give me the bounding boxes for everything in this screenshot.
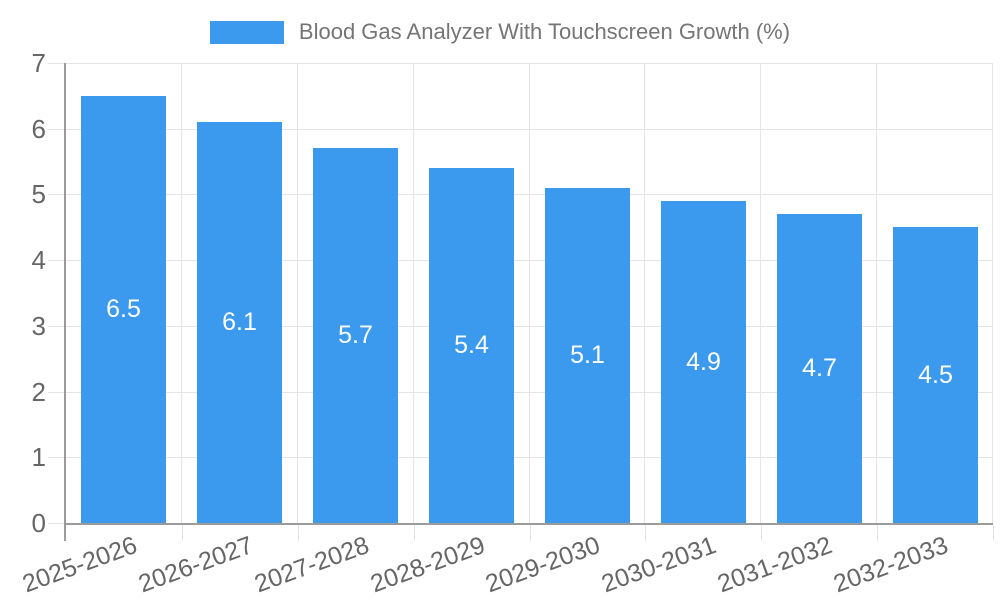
x-axis-label: 2026-2027 [135, 531, 258, 599]
v-gridline [413, 63, 414, 523]
x-tick [530, 525, 531, 541]
bar-value-label: 5.4 [454, 331, 489, 359]
plot-area: 6.5 6.1 5.7 5.4 5.1 4.9 4.7 4.5 [66, 63, 993, 523]
x-axis-label: 2032-2033 [830, 531, 953, 599]
y-tick [48, 523, 66, 524]
legend[interactable]: Blood Gas Analyzer With Touchscreen Grow… [0, 18, 1000, 46]
x-axis-line [66, 523, 993, 525]
bar[interactable]: 4.9 [661, 201, 746, 523]
bar-value-label: 6.5 [106, 295, 141, 323]
x-tick [182, 525, 183, 541]
v-gridline [876, 63, 877, 523]
x-tick [645, 525, 646, 541]
y-tick [48, 129, 66, 130]
bar-value-label: 5.7 [338, 321, 373, 349]
x-tick [414, 525, 415, 541]
y-axis-labels: 0 1 2 3 4 5 6 7 [0, 0, 46, 600]
bar[interactable]: 4.5 [893, 227, 978, 523]
y-axis-label: 5 [31, 179, 46, 209]
y-axis-label: 4 [31, 245, 46, 275]
v-gridline [181, 63, 182, 523]
bar[interactable]: 6.5 [81, 96, 166, 523]
v-gridline [644, 63, 645, 523]
bar-value-label: 4.7 [802, 354, 837, 382]
y-axis-label: 2 [31, 377, 46, 407]
y-axis-label: 1 [31, 442, 46, 472]
y-axis-label: 3 [31, 311, 46, 341]
y-axis-line [64, 63, 66, 541]
y-tick [48, 194, 66, 195]
bar-value-label: 6.1 [222, 308, 257, 336]
x-tick [298, 525, 299, 541]
v-gridline [297, 63, 298, 523]
y-tick [48, 260, 66, 261]
legend-swatch [209, 20, 284, 44]
bar-value-label: 4.5 [918, 360, 953, 389]
bar-value-label: 4.9 [686, 347, 721, 376]
y-axis-label: 6 [31, 114, 46, 144]
x-axis-label: 2031-2032 [714, 531, 837, 599]
legend-label: Blood Gas Analyzer With Touchscreen Grow… [298, 19, 791, 44]
y-tick [48, 392, 66, 393]
x-axis-label: 2030-2031 [598, 531, 721, 599]
x-tick [877, 525, 878, 541]
y-axis-label: 0 [31, 508, 46, 538]
bar[interactable]: 5.4 [429, 168, 514, 523]
bar[interactable]: 4.7 [777, 214, 862, 523]
x-axis-label: 2029-2030 [482, 531, 605, 599]
bar-value-label: 5.1 [570, 341, 605, 369]
bar[interactable]: 5.1 [545, 188, 630, 523]
x-tick [993, 525, 994, 541]
y-axis-label: 7 [31, 48, 46, 78]
v-gridline [529, 63, 530, 523]
x-axis-label: 2027-2028 [251, 531, 374, 599]
y-tick [48, 326, 66, 327]
v-gridline [992, 63, 993, 523]
bar[interactable]: 5.7 [313, 148, 398, 523]
x-tick [761, 525, 762, 541]
y-tick [48, 63, 66, 64]
y-tick [48, 457, 66, 458]
bar[interactable]: 6.1 [197, 122, 282, 523]
v-gridline [760, 63, 761, 523]
x-axis-label: 2028-2029 [367, 531, 490, 599]
